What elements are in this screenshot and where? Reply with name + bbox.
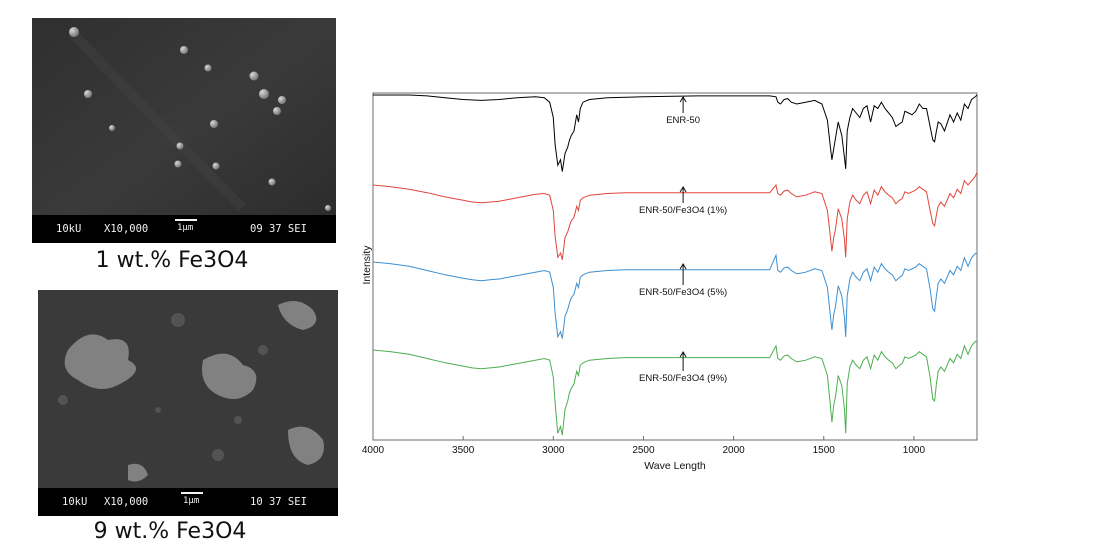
sem-caption-2: 9 wt.% Fe3O4 — [93, 519, 247, 544]
sem-panel-1: 10kU X10,000 1μm 09 37 SEI 1 wt.% Fe3O4 — [32, 18, 336, 278]
series-line-1 — [373, 94, 978, 172]
x-tick-label: 3500 — [452, 445, 475, 456]
sem-scale-label-2: 1μm — [183, 496, 200, 506]
sem-magnification-1: X10,000 — [104, 223, 149, 235]
plot-frame — [372, 92, 978, 441]
x-tick-label: 2500 — [632, 445, 655, 456]
ftir-chart: ENR-50 ENR-50/Fe3O4 (1%) ENR-50/Fe3O4 (5%)… — [361, 92, 978, 472]
series-line-3 — [372, 253, 977, 339]
series-label-1: ENR-50 — [666, 115, 700, 126]
sem-panel-2: 10kU X10,000 1μm 10 37 SEI 9 wt.% Fe3O4 — [38, 290, 338, 552]
x-ticks: 4000 3500 3000 2500 2000 1500 1000 — [362, 436, 926, 456]
series-arrow-4 — [679, 351, 687, 371]
series-line-4 — [372, 341, 977, 436]
sem-voltage-1: 10kU — [56, 223, 82, 235]
sem-scale-label-1: 1μm — [177, 223, 194, 233]
series-label-4: ENR-50/Fe3O4 (9%) — [639, 373, 727, 384]
y-axis-label: Intensity — [361, 245, 373, 285]
sem-magnification-2: X10,000 — [104, 496, 149, 508]
series-layer: ENR-50 ENR-50/Fe3O4 (1%) ENR-50/Fe3O4 (5%)… — [372, 94, 978, 436]
series-arrow-3 — [679, 263, 687, 285]
sem-info-bar-2: 10kU X10,000 1μm 10 37 SEI — [38, 488, 338, 516]
x-tick-label: 1500 — [813, 445, 836, 456]
series-arrow-1 — [679, 96, 687, 113]
x-tick-label: 4000 — [362, 445, 385, 456]
series-line-2 — [372, 172, 978, 260]
x-tick-label: 1000 — [903, 445, 926, 456]
sem-voltage-2: 10kU — [62, 496, 88, 508]
sem-caption-1: 1 wt.% Fe3O4 — [95, 248, 249, 273]
sem-scale-bar-1 — [175, 219, 197, 221]
sem-scale-bar-2 — [181, 492, 203, 494]
sem-image-2: 10kU X10,000 1μm 10 37 SEI — [38, 290, 338, 516]
series-arrow-2 — [679, 186, 687, 203]
x-tick-label: 3000 — [542, 445, 565, 456]
sem-meta-2: 10 37 SEI — [250, 496, 307, 508]
x-tick-label: 2000 — [722, 445, 745, 456]
x-axis-label: Wave Length — [644, 460, 706, 472]
series-label-3: ENR-50/Fe3O4 (5%) — [639, 287, 727, 298]
sem-meta-1: 09 37 SEI — [250, 223, 307, 235]
sem-image-1: 10kU X10,000 1μm 09 37 SEI — [32, 18, 336, 243]
sem-info-bar-1: 10kU X10,000 1μm 09 37 SEI — [32, 215, 336, 243]
series-label-2: ENR-50/Fe3O4 (1%) — [639, 205, 727, 216]
